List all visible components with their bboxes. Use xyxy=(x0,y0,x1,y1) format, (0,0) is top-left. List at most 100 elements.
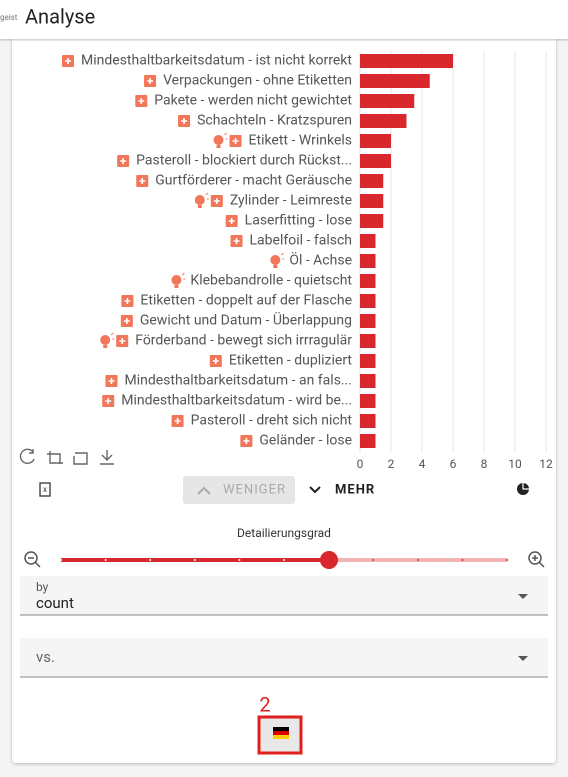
category-label: Klebebandrolle - quietscht xyxy=(190,273,352,289)
category-label: Etikett - Wrinkels xyxy=(249,133,352,149)
bar xyxy=(360,94,415,108)
bar xyxy=(360,334,376,348)
slider-dot xyxy=(193,559,196,561)
less-button[interactable] xyxy=(183,476,295,504)
zoom-in[interactable] xyxy=(528,551,545,568)
plus-icon[interactable] xyxy=(240,435,253,447)
slider-dot xyxy=(149,559,152,561)
bulb-rays xyxy=(205,192,209,200)
category-label: Pasteroll - blockiert durch Rückst... xyxy=(136,153,352,169)
plus-sign xyxy=(232,138,239,144)
more-label[interactable]: MEHR xyxy=(335,482,375,497)
by-field[interactable] xyxy=(20,576,548,615)
by-label: by xyxy=(36,580,49,594)
plus-sign xyxy=(243,438,250,444)
bulb-rays xyxy=(182,272,186,280)
bar xyxy=(360,254,376,268)
plus-icon[interactable] xyxy=(121,295,134,307)
plus-icon[interactable] xyxy=(230,235,243,247)
plus-icon[interactable] xyxy=(171,415,184,427)
slider-dot xyxy=(506,559,508,561)
plus-sign xyxy=(181,118,188,124)
plus-icon[interactable] xyxy=(209,355,222,367)
bulb-icon xyxy=(213,132,228,148)
vs-dropdown[interactable] xyxy=(518,656,528,661)
plus-sign xyxy=(174,418,181,424)
plus-sign xyxy=(228,218,235,224)
x-tick-label: 10 xyxy=(508,457,522,471)
crop-icon[interactable] xyxy=(47,451,63,464)
bar xyxy=(360,234,376,248)
plus-icon[interactable] xyxy=(105,375,118,387)
bar xyxy=(360,294,376,308)
download-icon[interactable] xyxy=(100,450,114,465)
category-label: Mindesthaltbarkeitsdatum - ist nicht kor… xyxy=(81,53,352,69)
x-tick-label: 8 xyxy=(481,457,488,471)
category-label: Gewicht und Datum - Überlappung xyxy=(140,312,352,329)
plus-sign xyxy=(213,198,220,204)
plus-icon[interactable] xyxy=(178,115,191,127)
category-label: Etiketten - dupliziert xyxy=(229,353,353,369)
plus-icon[interactable] xyxy=(229,135,242,147)
zoom-out[interactable] xyxy=(24,551,41,568)
plus-icon[interactable] xyxy=(102,395,115,407)
excel-icon[interactable]: x xyxy=(39,482,51,497)
slider-dot xyxy=(461,559,464,561)
plus-sign xyxy=(123,318,130,324)
plus-sign xyxy=(105,398,112,404)
plus-sign xyxy=(124,298,131,304)
brand: geist xyxy=(0,13,18,22)
plus-icon[interactable] xyxy=(117,155,130,167)
x-tick-label: 6 xyxy=(450,457,457,471)
plus-icon[interactable] xyxy=(62,55,75,67)
bulb-base xyxy=(197,205,202,208)
bar xyxy=(360,394,376,408)
bulb-rays xyxy=(110,332,115,340)
bar xyxy=(360,214,384,228)
x-tick-label: 0 xyxy=(357,457,364,471)
slider-label: Detailierungsgrad xyxy=(237,526,331,540)
svg-text:x: x xyxy=(43,485,47,494)
plus-icon[interactable] xyxy=(136,175,149,187)
slider-thumb[interactable] xyxy=(320,551,338,569)
pie-icon[interactable] xyxy=(517,483,529,495)
vs-field[interactable] xyxy=(20,638,548,677)
category-label: Labelfoil - falsch xyxy=(250,233,352,249)
x-tick-label: 12 xyxy=(539,457,553,471)
chevron-down[interactable] xyxy=(309,486,321,494)
x-tick-label: 4 xyxy=(419,457,426,471)
bulb-rays xyxy=(280,252,285,260)
bulb xyxy=(194,195,205,205)
bar xyxy=(360,314,376,328)
category-label: Zylinder - Leimreste xyxy=(230,193,352,209)
bar xyxy=(360,54,453,68)
bulb-base xyxy=(216,145,221,148)
bulb-icon xyxy=(270,252,285,268)
plus-sign xyxy=(65,58,72,64)
bulb-icon xyxy=(100,332,115,348)
bar xyxy=(360,354,376,368)
plus-sign xyxy=(212,358,219,364)
plus-icon[interactable] xyxy=(225,215,238,227)
plus-icon[interactable] xyxy=(116,335,129,347)
badge-number: 2 xyxy=(259,692,270,716)
bar xyxy=(360,374,376,388)
plus-sign xyxy=(138,98,145,104)
bulb-icon xyxy=(171,272,186,288)
by-dropdown[interactable] xyxy=(518,594,528,599)
plus-icon[interactable] xyxy=(210,195,223,207)
by-value: count xyxy=(36,594,74,612)
bulb-icon xyxy=(194,192,209,208)
page-title: Analyse xyxy=(25,4,95,28)
category-label: Geländer - lose xyxy=(259,433,352,449)
back-icon[interactable] xyxy=(73,452,88,465)
language-button[interactable] xyxy=(257,715,303,755)
bulb-base xyxy=(174,285,179,288)
category-label: Laserfitting - lose xyxy=(245,213,352,229)
plus-icon[interactable] xyxy=(120,315,133,327)
refresh-icon[interactable] xyxy=(19,448,35,465)
plus-sign xyxy=(139,178,146,184)
plus-icon[interactable] xyxy=(135,95,148,107)
plus-icon[interactable] xyxy=(144,75,157,87)
